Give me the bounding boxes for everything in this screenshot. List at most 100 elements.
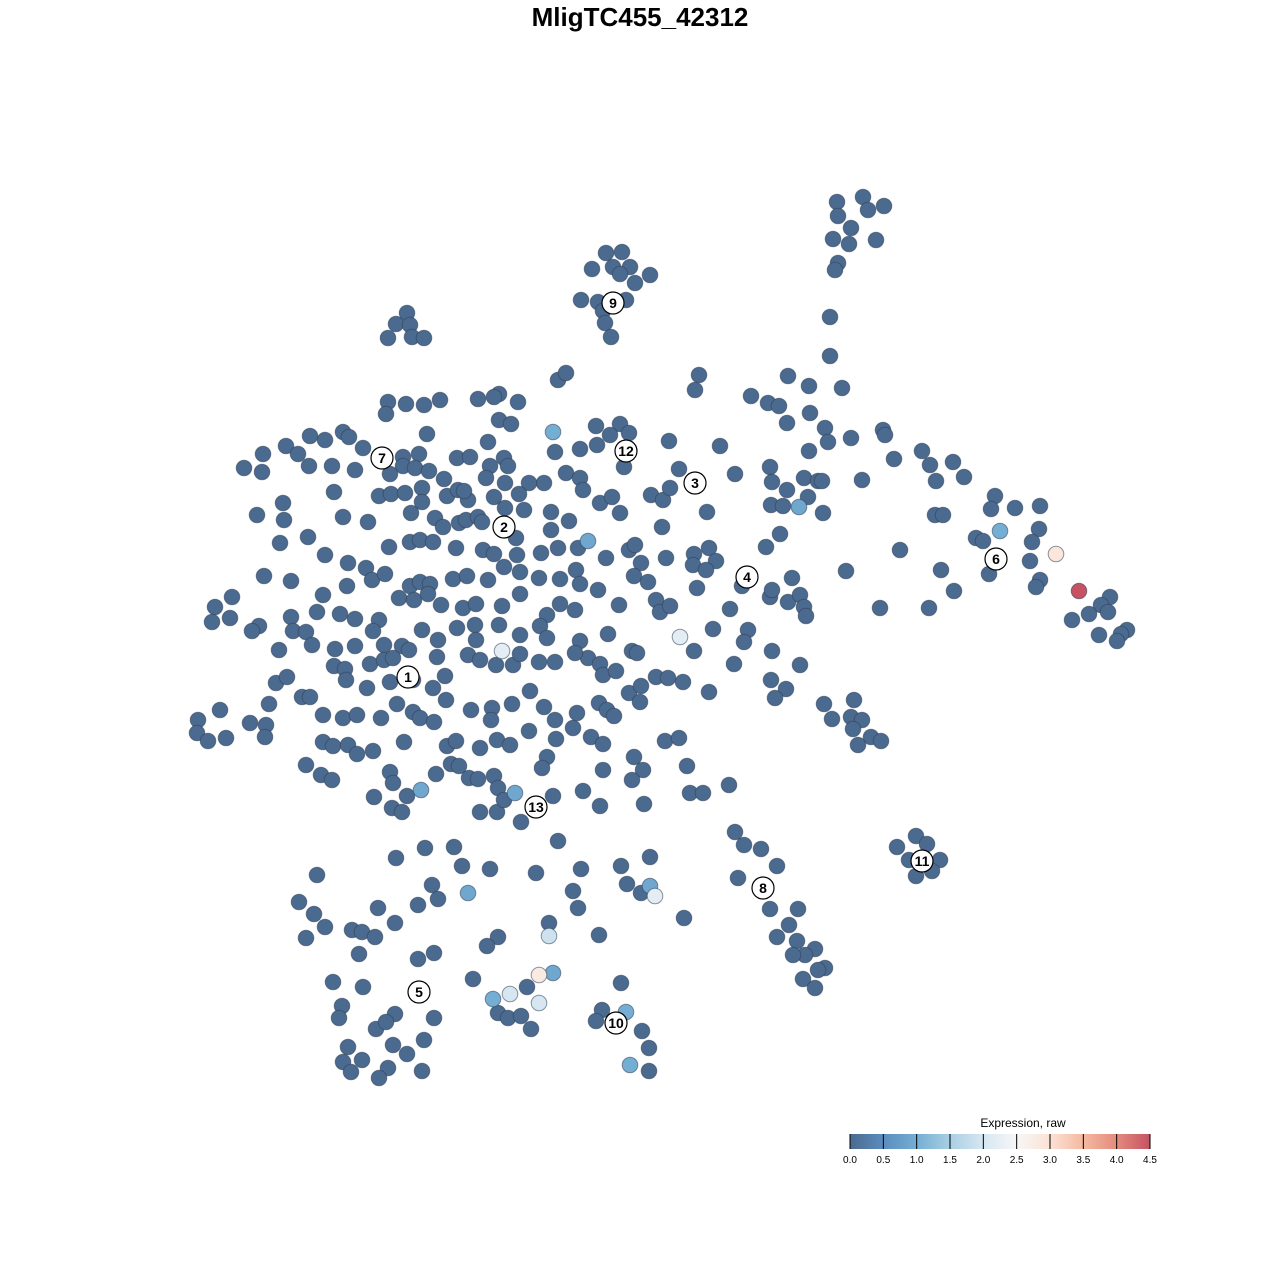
data-point <box>429 890 447 908</box>
data-point <box>493 597 511 615</box>
cluster-label: 5 <box>407 980 431 1004</box>
data-point <box>384 649 402 667</box>
data-point <box>778 414 796 432</box>
data-point <box>913 442 931 460</box>
data-point <box>557 464 575 482</box>
data-point <box>735 633 753 651</box>
data-point <box>780 916 798 934</box>
cluster-label-text: 6 <box>992 551 1000 567</box>
data-point <box>462 701 480 719</box>
data-point <box>346 461 364 479</box>
data-point <box>601 426 619 444</box>
data-point <box>337 671 355 689</box>
cluster-label: 8 <box>751 876 775 900</box>
data-point <box>455 482 473 500</box>
chart-title: MligTC455_42312 <box>531 2 749 32</box>
data-point <box>927 472 945 490</box>
data-point <box>409 896 427 914</box>
data-point <box>436 667 454 685</box>
data-point <box>473 513 491 531</box>
data-point <box>700 539 718 557</box>
data-point <box>842 429 860 447</box>
data-point <box>690 366 708 384</box>
data-point <box>757 538 775 556</box>
data-point <box>199 732 217 750</box>
data-point <box>448 619 466 637</box>
colorbar-tick-label: 4.5 <box>1143 1155 1157 1166</box>
data-point <box>653 518 671 536</box>
data-point <box>544 787 562 805</box>
data-point <box>551 595 569 613</box>
data-point <box>574 782 592 800</box>
data-point <box>485 545 503 563</box>
data-point <box>589 581 607 599</box>
data-point <box>549 832 567 850</box>
data-point <box>704 620 722 638</box>
cluster-label-badge <box>984 547 1008 571</box>
data-point <box>255 567 273 585</box>
data-point <box>828 193 846 211</box>
data-point <box>674 673 692 691</box>
data-point <box>840 235 858 253</box>
data-point <box>402 504 420 522</box>
data-point <box>339 554 357 572</box>
colorbar-legend: Expression, raw 0.0 0.5 1.0 1.5 2.0 2.5 3.0 3.5… <box>843 1116 1157 1166</box>
data-point <box>346 637 364 655</box>
data-point <box>485 488 503 506</box>
cluster-label: 12 <box>614 439 638 463</box>
data-point <box>461 448 479 466</box>
data-point <box>364 742 382 760</box>
data-point <box>530 653 548 671</box>
data-point <box>301 688 319 706</box>
data-point <box>1006 499 1024 517</box>
data-point <box>768 928 786 946</box>
cluster-label: 1 <box>396 665 420 689</box>
data-point <box>413 479 431 497</box>
data-point <box>275 511 293 529</box>
data-point <box>845 691 863 709</box>
data-point <box>530 994 548 1012</box>
data-point <box>398 787 416 805</box>
data-point <box>342 1063 360 1081</box>
data-point <box>400 641 418 659</box>
data-point <box>742 387 760 405</box>
colorbar-tick-label: 4.0 <box>1110 1155 1124 1166</box>
data-point <box>795 469 813 487</box>
data-point <box>632 554 650 572</box>
data-point <box>348 745 366 763</box>
data-point <box>594 761 612 779</box>
cluster-label-text: 3 <box>691 475 699 491</box>
legend-title: Expression, raw <box>980 1116 1066 1130</box>
data-point <box>572 860 590 878</box>
data-point <box>323 771 341 789</box>
data-point <box>444 570 462 588</box>
data-point <box>697 561 715 579</box>
colorbar-tick-label: 0.5 <box>876 1155 890 1166</box>
cluster-label-badge <box>601 291 625 315</box>
data-point <box>339 1038 357 1056</box>
data-point <box>542 521 560 539</box>
data-point <box>406 459 424 477</box>
data-point <box>720 776 738 794</box>
data-point <box>512 1007 530 1025</box>
data-point <box>387 315 405 333</box>
data-point <box>271 534 289 552</box>
data-point <box>372 709 390 727</box>
data-point <box>625 567 643 585</box>
colorbar-tick-label: 0.0 <box>843 1155 857 1166</box>
data-point <box>511 626 529 644</box>
data-point <box>338 577 356 595</box>
data-point <box>314 706 332 724</box>
data-point <box>467 631 485 649</box>
data-point <box>1063 611 1081 629</box>
data-point <box>223 588 241 606</box>
data-point <box>784 946 802 964</box>
data-point <box>412 781 430 799</box>
data-point <box>424 533 442 551</box>
data-point <box>613 243 631 261</box>
cluster-label-text: 12 <box>618 443 634 459</box>
data-point <box>453 857 471 875</box>
data-point <box>571 440 589 458</box>
data-point <box>248 506 266 524</box>
data-point <box>396 484 414 502</box>
